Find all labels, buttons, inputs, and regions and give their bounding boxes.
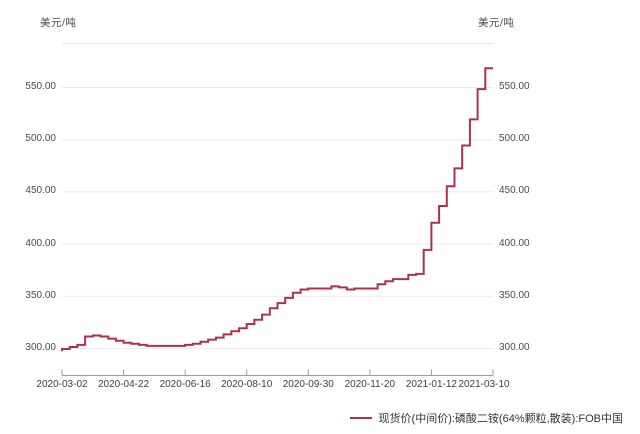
x-axis-tick-label: 2020-04-22 — [97, 379, 150, 390]
price-line-series — [61, 67, 493, 352]
y-axis-tick-label: 500.00 — [25, 133, 56, 145]
y-axis-tick-label: 400.00 — [499, 237, 530, 249]
y-axis-tick-label: 450.00 — [25, 185, 56, 197]
x-axis-tick-label: 2020-08-10 — [221, 379, 273, 390]
legend-marker-line — [349, 417, 372, 419]
x-axis-tick-label: 2020-06-16 — [159, 379, 211, 390]
y-axis-tick-label: 350.00 — [25, 289, 56, 301]
y-axis-unit-left: 美元/吨 — [40, 17, 77, 29]
x-axis-tick-label: 2020-11-20 — [344, 379, 396, 390]
x-axis-tick-label: 2021-03-10 — [458, 379, 510, 390]
y-axis-unit-right: 美元/吨 — [478, 17, 515, 29]
y-axis-tick-label: 350.00 — [499, 289, 530, 301]
x-axis-tick-label: 2020-03-02 — [36, 379, 88, 390]
y-axis-tick-label: 400.00 — [25, 237, 56, 249]
x-axis-tick-label: 2021-01-12 — [405, 379, 457, 390]
y-axis-tick-label: 450.00 — [499, 185, 530, 197]
y-axis-tick-label: 550.00 — [25, 81, 56, 92]
legend-series-label: 现货价(中间价):磷酸二铵(64%颗粒,散装):FOB中国 — [378, 413, 623, 425]
y-axis-tick-label: 500.00 — [499, 133, 530, 145]
legend: 现货价(中间价):磷酸二铵(64%颗粒,散装):FOB中国 — [349, 410, 623, 426]
y-axis-tick-label: 550.00 — [499, 81, 530, 92]
y-axis-tick-label: 300.00 — [25, 342, 56, 353]
y-axis-tick-label: 300.00 — [499, 342, 530, 353]
x-axis-tick-label: 2020-09-30 — [282, 379, 334, 390]
